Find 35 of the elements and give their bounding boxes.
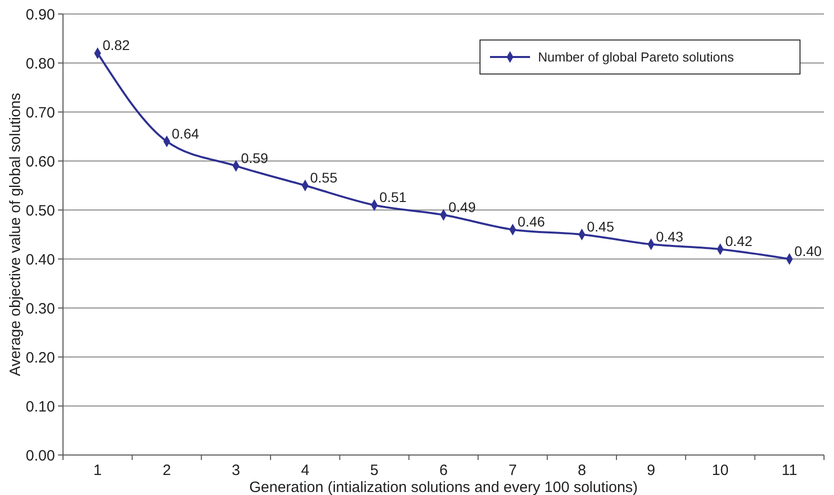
- y-tick-label: 0.20: [26, 349, 55, 366]
- y-tick-label: 0.80: [26, 55, 55, 72]
- x-tick-label: 8: [578, 462, 586, 479]
- data-label: 0.64: [172, 125, 200, 142]
- data-label: 0.40: [794, 243, 822, 259]
- data-label: 0.55: [310, 170, 338, 186]
- y-tick-label: 0.70: [26, 104, 55, 122]
- x-tick-label: 3: [232, 462, 240, 479]
- x-tick-label: 9: [646, 462, 656, 479]
- x-tick-label: 10: [712, 462, 729, 479]
- data-label: 0.59: [240, 150, 268, 166]
- y-tick-label: 0.50: [26, 202, 55, 220]
- x-axis-title: Generation (intialization solutions and every 100 solutions): [249, 479, 638, 495]
- data-label: 0.46: [518, 214, 546, 230]
- x-tick-label: 2: [162, 462, 171, 479]
- y-tick-label: 0.60: [26, 153, 55, 170]
- y-tick-label: 0.10: [26, 398, 55, 416]
- legend-label: Number of global Pareto solutions: [538, 50, 734, 65]
- x-tick-label: 7: [508, 462, 517, 479]
- x-tick-label: 1: [93, 462, 102, 479]
- x-tick-label: 5: [370, 462, 378, 479]
- y-tick-label: 0.40: [26, 251, 55, 268]
- y-axis-title: Average objective value of global solutions: [7, 92, 24, 376]
- data-label: 0.49: [448, 198, 476, 215]
- data-label: 0.82: [102, 37, 130, 54]
- data-label: 0.51: [379, 189, 407, 206]
- data-label: 0.45: [586, 218, 614, 234]
- y-tick-label: 0.30: [26, 300, 55, 318]
- x-tick-label: 6: [439, 462, 448, 479]
- y-tick-label: 0.00: [26, 447, 55, 464]
- x-tick-label: 4: [300, 462, 310, 479]
- data-label: 0.42: [725, 233, 753, 250]
- y-tick-label: 0.90: [26, 6, 55, 24]
- data-label: 0.43: [656, 228, 684, 244]
- x-tick-label: 11: [782, 462, 798, 479]
